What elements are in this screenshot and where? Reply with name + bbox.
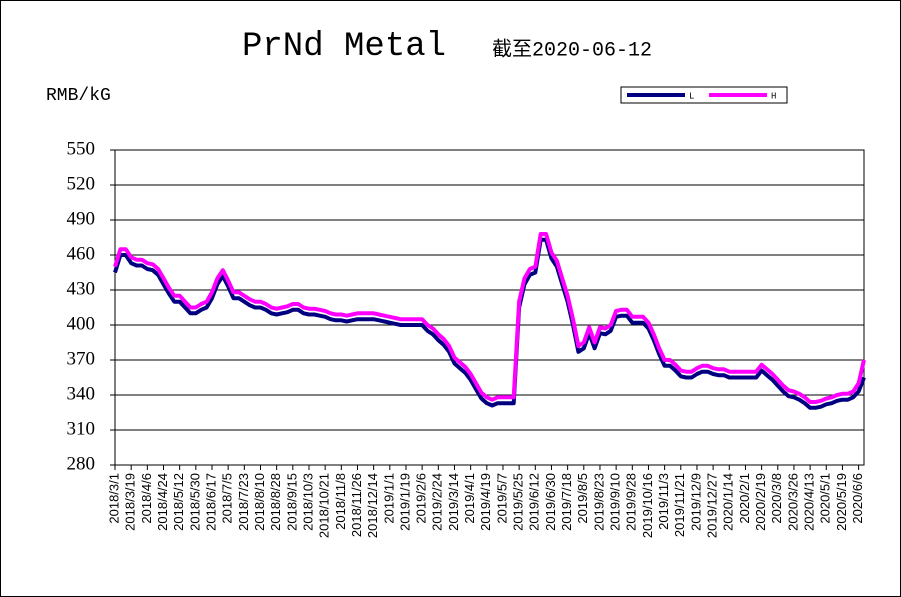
- x-tick-label: 2019/1/1: [381, 473, 396, 524]
- x-tick-label: 2019/5/25: [511, 473, 526, 531]
- x-tick-label: 2018/10/21: [317, 473, 332, 538]
- x-tick-label: 2018/3/1: [106, 473, 121, 524]
- legend-label: H: [771, 91, 776, 101]
- x-tick-label: 2018/3/19: [123, 473, 138, 531]
- x-tick-label: 2019/4/19: [478, 473, 493, 531]
- x-tick-label: 2020/5/19: [834, 473, 849, 531]
- x-tick-label: 2019/9/28: [624, 473, 639, 531]
- x-tick-label: 2019/6/12: [527, 473, 542, 531]
- x-tick-label: 2020/3/8: [769, 473, 784, 524]
- y-tick-label: 460: [67, 243, 96, 264]
- x-tick-label: 2019/3/14: [446, 473, 461, 531]
- x-tick-label: 2019/8/23: [591, 473, 606, 531]
- y-tick-label: 340: [67, 383, 96, 404]
- x-tick-label: 2020/1/14: [721, 473, 736, 531]
- x-tick-label: 2019/9/10: [608, 473, 623, 531]
- y-tick-label: 310: [67, 418, 96, 439]
- x-tick-label: 2020/3/26: [785, 473, 800, 531]
- chart-subtitle: 截至2020-06-12: [492, 37, 652, 62]
- y-axis-label: RMB/kG: [46, 86, 111, 106]
- x-tick-label: 2018/4/24: [155, 473, 170, 531]
- y-tick-label: 490: [67, 208, 96, 229]
- x-tick-label: 2019/5/7: [494, 473, 509, 524]
- y-tick-label: 370: [67, 348, 96, 369]
- y-tick-label: 520: [67, 173, 96, 194]
- x-tick-label: 2019/7/18: [559, 473, 574, 531]
- x-tick-label: 2020/2/19: [753, 473, 768, 531]
- x-tick-label: 2019/1/19: [397, 473, 412, 531]
- x-tick-label: 2018/8/28: [268, 473, 283, 531]
- x-tick-label: 2019/11/3: [656, 473, 671, 530]
- x-tick-label: 2018/6/17: [203, 473, 218, 531]
- x-tick-label: 2019/2/6: [414, 473, 429, 524]
- x-tick-label: 2018/5/12: [171, 473, 186, 531]
- x-tick-label: 2018/9/15: [284, 473, 299, 531]
- x-tick-label: 2020/5/1: [818, 473, 833, 524]
- x-tick-label: 2018/8/10: [252, 473, 267, 531]
- legend-box: [620, 86, 788, 104]
- x-tick-label: 2019/8/5: [575, 473, 590, 524]
- x-tick-label: 2019/10/16: [640, 473, 655, 538]
- x-tick-label: 2020/4/13: [802, 473, 817, 531]
- x-tick-label: 2020/2/1: [737, 473, 752, 524]
- x-tick-label: 2018/11/8: [333, 473, 348, 530]
- x-tick-label: 2018/12/14: [365, 473, 380, 538]
- y-tick-label: 280: [67, 453, 96, 474]
- x-tick-label: 2018/5/30: [187, 473, 202, 531]
- line-series: [113, 232, 866, 404]
- x-tick-label: 2020/6/6: [850, 473, 865, 524]
- x-tick-label: 2019/12/9: [688, 473, 703, 531]
- legend-label: L: [689, 91, 694, 101]
- x-tick-label: 2019/2/24: [430, 473, 445, 531]
- x-tick-label: 2018/7/5: [220, 473, 235, 524]
- x-tick-label: 2018/11/26: [349, 473, 364, 537]
- plot-area: [114, 149, 865, 466]
- x-tick-label: 2019/4/1: [462, 473, 477, 524]
- line-series: [113, 237, 866, 410]
- x-tick-label: 2018/4/6: [139, 473, 154, 524]
- x-tick-label: 2019/12/27: [705, 473, 720, 538]
- chart-title: PrNd Metal: [242, 28, 446, 66]
- x-tick-label: 2018/10/3: [300, 473, 315, 531]
- x-tick-label: 2019/11/21: [672, 473, 687, 537]
- y-tick-label: 430: [67, 278, 96, 299]
- y-tick-label: 400: [67, 313, 96, 334]
- x-tick-label: 2019/6/30: [543, 473, 558, 531]
- x-tick-label: 2018/7/23: [236, 473, 251, 531]
- y-tick-label: 550: [67, 138, 96, 159]
